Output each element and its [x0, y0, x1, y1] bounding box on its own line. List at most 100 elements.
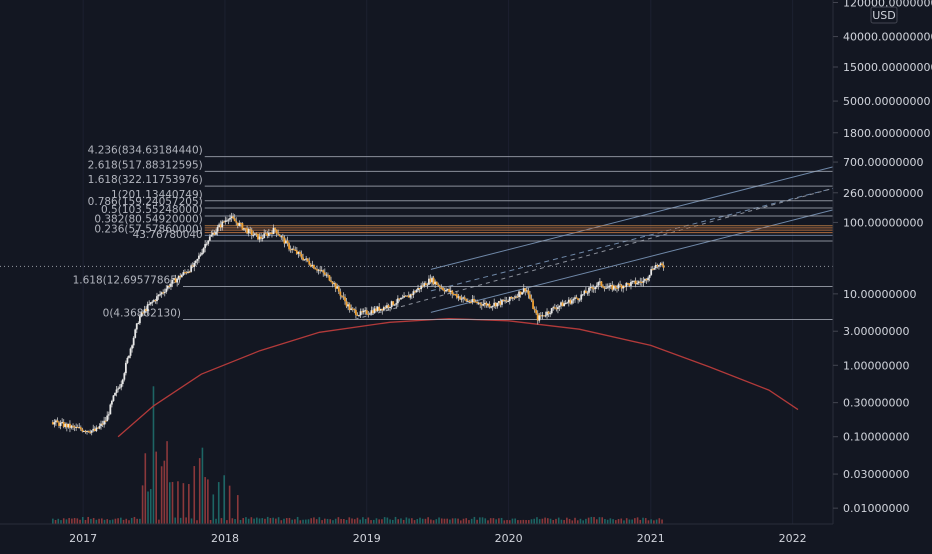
volume-bar: [250, 517, 253, 524]
volume-bar: [631, 519, 633, 524]
candle-body: [97, 427, 99, 429]
volume-bar: [236, 495, 239, 524]
volume-bar: [364, 519, 367, 524]
candle-body: [121, 379, 124, 385]
candle-body: [331, 281, 334, 284]
volume-bar: [130, 517, 133, 524]
volume-bar: [427, 517, 429, 524]
volume-bar: [574, 517, 576, 524]
candle-body: [193, 262, 196, 267]
volume-bar: [326, 518, 329, 524]
candle-body: [348, 304, 351, 310]
candle-body: [479, 302, 482, 305]
candle-body: [51, 422, 54, 425]
time-axis[interactable]: 2017 2018 2019 2020 2021 2022: [69, 532, 806, 545]
volume-bar: [576, 520, 579, 524]
channel-mid-line: [430, 187, 834, 292]
candle-body: [614, 285, 617, 288]
candle-body: [619, 284, 621, 286]
volume-bar: [560, 519, 563, 524]
candle-body: [434, 281, 437, 285]
volume-bar: [413, 520, 416, 524]
candle-body: [212, 233, 214, 235]
volume-bar: [440, 518, 443, 524]
candle-body: [218, 224, 221, 228]
candle-body: [496, 302, 499, 307]
volume-bar: [288, 517, 291, 524]
price-axis-panel[interactable]: [833, 0, 932, 550]
candle-body: [267, 232, 270, 236]
price-axis[interactable]: 120000.00000000 40000.00000000 15000.00000…: [833, 0, 932, 515]
candle-body: [93, 428, 96, 432]
volume-bar: [479, 517, 481, 524]
candle-body: [586, 292, 589, 294]
candle-body: [583, 290, 586, 295]
volume-bar: [207, 479, 209, 524]
candle-body: [216, 227, 219, 232]
candle-body: [522, 288, 525, 293]
volume-bar: [71, 518, 73, 524]
volume-bar: [375, 518, 378, 524]
volume-bar: [498, 518, 500, 524]
candle-body: [328, 275, 331, 281]
volume-bar: [446, 518, 448, 524]
candle-body: [224, 220, 227, 222]
candle-body: [219, 224, 222, 228]
candle-body: [510, 296, 513, 299]
candle-body: [477, 302, 480, 304]
currency-badge[interactable]: USD: [870, 6, 898, 24]
candle-body: [129, 348, 132, 356]
candle-body: [401, 297, 404, 299]
candle-body: [418, 287, 421, 290]
candle-body: [333, 283, 336, 285]
candle-body: [126, 357, 129, 363]
candle-body: [654, 265, 657, 269]
candle-body: [308, 261, 311, 265]
candle-body: [403, 295, 405, 298]
candle-body: [465, 298, 468, 302]
candle-body: [179, 275, 182, 278]
candle-body: [205, 243, 208, 245]
volume-bar: [359, 519, 361, 524]
candle-body: [272, 227, 275, 234]
price-tick-label: 0.10000000: [843, 431, 909, 444]
volume-bar: [54, 519, 57, 524]
candle-body: [558, 305, 561, 308]
candle-body: [563, 303, 566, 307]
volume-bar: [220, 518, 223, 524]
candle-body: [283, 237, 286, 244]
candle-body: [494, 302, 497, 307]
volume-bar: [585, 518, 587, 524]
volume-bar: [160, 466, 163, 524]
candle-body: [544, 315, 547, 317]
candle-body: [271, 232, 273, 234]
volume-bar: [538, 519, 541, 524]
candle-body: [143, 309, 146, 313]
candle-body: [339, 291, 342, 296]
candle-body: [420, 285, 423, 290]
candle-body: [373, 308, 376, 314]
candle-body: [162, 292, 165, 294]
candle-body: [642, 280, 645, 283]
candle-body: [428, 278, 430, 285]
volume-bar: [381, 519, 383, 524]
candle-body: [302, 257, 304, 261]
candle-body: [626, 283, 629, 285]
candle-body: [61, 422, 64, 424]
fib-level-label: 2.618(517.88312595): [88, 159, 203, 171]
candle-body: [58, 422, 60, 426]
candle-body: [229, 218, 231, 220]
volume-bar: [337, 517, 340, 524]
candle-body: [605, 287, 608, 289]
candle-body: [451, 290, 454, 295]
volume-bar: [348, 517, 351, 524]
fib-level-label: 0.5(103.55248000): [101, 204, 203, 216]
candle-body: [539, 315, 542, 317]
candle-body: [89, 432, 92, 434]
candle-body: [398, 298, 401, 300]
candle-body: [603, 287, 606, 289]
volume-bar: [519, 520, 522, 524]
volume-bar: [650, 519, 652, 524]
